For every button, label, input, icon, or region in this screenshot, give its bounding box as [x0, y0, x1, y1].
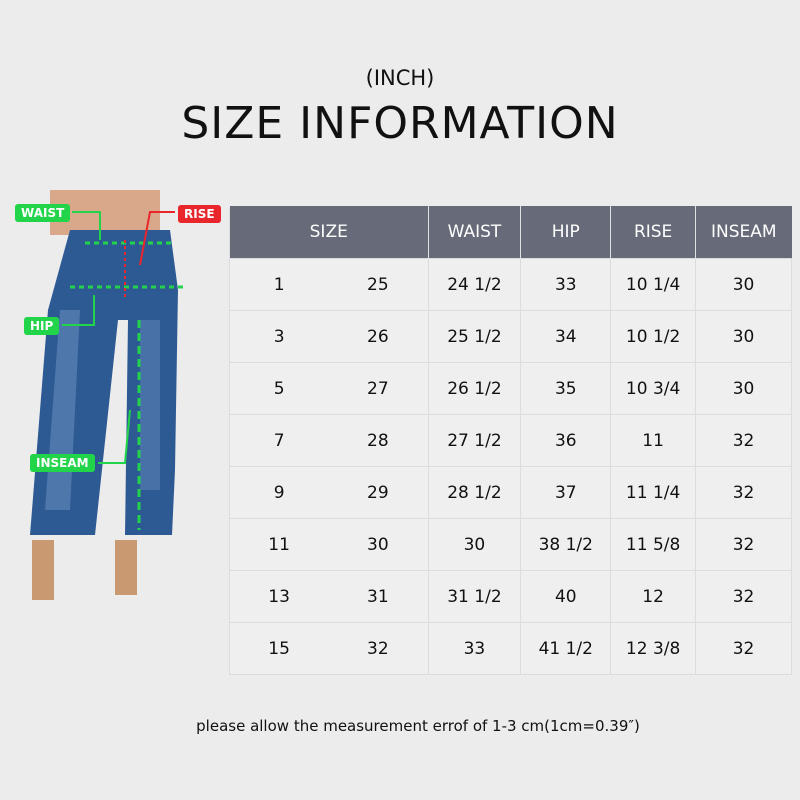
cell-rise: 11 — [610, 414, 697, 467]
table-row: 9 29 28 1/2 37 11 1/4 32 — [229, 466, 792, 519]
cell-size-numeric: 26 — [328, 310, 429, 363]
cell-inseam: 32 — [695, 570, 792, 623]
cell-inseam: 32 — [695, 466, 792, 519]
cell-hip: 38 1/2 — [520, 518, 612, 571]
cell-size-us: 13 — [229, 570, 329, 623]
cell-rise: 10 1/2 — [610, 310, 697, 363]
footnote: please allow the measurement errof of 1-… — [196, 717, 640, 735]
cell-waist: 33 — [427, 622, 522, 675]
cell-rise: 11 5/8 — [610, 518, 697, 571]
cell-hip: 35 — [520, 362, 612, 415]
cell-size-us: 15 — [229, 622, 329, 675]
cell-hip: 36 — [520, 414, 612, 467]
header-rise: RISE — [610, 206, 696, 259]
cell-size-numeric: 31 — [328, 570, 429, 623]
table-header: SIZE WAIST HIP RISE INSEAM — [229, 206, 792, 259]
cell-inseam: 30 — [695, 362, 792, 415]
waist-label: WAIST — [15, 204, 71, 222]
rise-label: RISE — [178, 205, 221, 223]
cell-size-numeric: 29 — [328, 466, 429, 519]
cell-hip: 34 — [520, 310, 612, 363]
page-title: SIZE INFORMATION — [181, 98, 619, 149]
header-hip: HIP — [520, 206, 611, 259]
cell-size-us: 9 — [229, 466, 329, 519]
header-size: SIZE — [229, 206, 428, 259]
table-row: 1 25 24 1/2 33 10 1/4 30 — [229, 258, 792, 311]
cell-size-us: 1 — [229, 258, 329, 311]
cell-rise: 12 — [610, 570, 697, 623]
cell-inseam: 32 — [695, 414, 792, 467]
cell-rise: 10 3/4 — [610, 362, 697, 415]
cell-inseam: 32 — [695, 518, 792, 571]
jeans-measurement-figure: WAIST RISE HIP INSEAM — [0, 190, 230, 614]
cell-hip: 41 1/2 — [520, 622, 612, 675]
cell-size-numeric: 27 — [328, 362, 429, 415]
table-row: 15 32 33 41 1/2 12 3/8 32 — [229, 622, 792, 675]
cell-size-numeric: 28 — [328, 414, 429, 467]
cell-rise: 11 1/4 — [610, 466, 697, 519]
table-row: 13 31 31 1/2 40 12 32 — [229, 570, 792, 623]
cell-waist: 28 1/2 — [427, 466, 522, 519]
cell-size-us: 3 — [229, 310, 329, 363]
cell-rise: 10 1/4 — [610, 258, 697, 311]
header-waist: WAIST — [427, 206, 521, 259]
cell-waist: 25 1/2 — [427, 310, 522, 363]
table-row: 11 30 30 38 1/2 11 5/8 32 — [229, 518, 792, 571]
inseam-label: INSEAM — [30, 454, 95, 472]
cell-size-numeric: 25 — [328, 258, 429, 311]
hip-label: HIP — [24, 317, 60, 335]
cell-hip: 37 — [520, 466, 612, 519]
size-table: SIZE WAIST HIP RISE INSEAM 1 25 24 1/2 33 10… — [229, 206, 792, 675]
table-row: 5 27 26 1/2 35 10 3/4 30 — [229, 362, 792, 415]
cell-waist: 30 — [427, 518, 522, 571]
unit-label: (INCH) — [365, 66, 435, 90]
cell-waist: 24 1/2 — [427, 258, 522, 311]
header-inseam: INSEAM — [695, 206, 792, 259]
cell-waist: 26 1/2 — [427, 362, 522, 415]
cell-hip: 33 — [520, 258, 612, 311]
cell-waist: 31 1/2 — [427, 570, 522, 623]
cell-size-us: 7 — [229, 414, 329, 467]
cell-inseam: 30 — [695, 258, 792, 311]
cell-waist: 27 1/2 — [427, 414, 522, 467]
cell-size-us: 5 — [229, 362, 329, 415]
table-row: 3 26 25 1/2 34 10 1/2 30 — [229, 310, 792, 363]
jeans-illustration — [30, 190, 185, 600]
cell-rise: 12 3/8 — [610, 622, 697, 675]
cell-inseam: 30 — [695, 310, 792, 363]
cell-inseam: 32 — [695, 622, 792, 675]
cell-hip: 40 — [520, 570, 612, 623]
cell-size-numeric: 30 — [328, 518, 429, 571]
cell-size-us: 11 — [229, 518, 329, 571]
table-row: 7 28 27 1/2 36 11 32 — [229, 414, 792, 467]
cell-size-numeric: 32 — [328, 622, 429, 675]
